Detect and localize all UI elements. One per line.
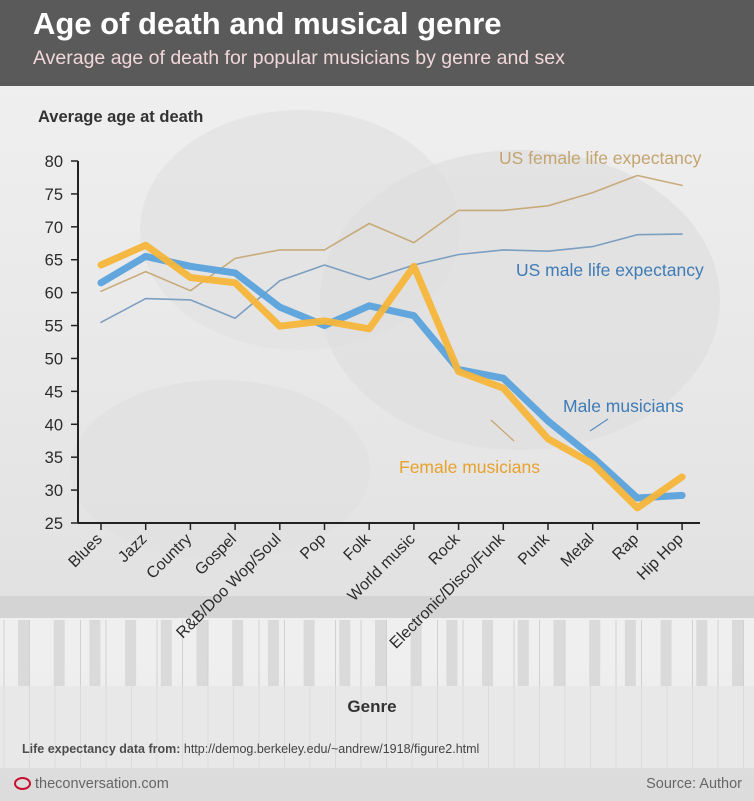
credit-prefix: Life expectancy data from: [22,742,181,756]
y-tick-label: 70 [45,219,63,237]
footer: theconversation.com Source: Author [0,768,754,801]
series-lines [97,174,686,512]
series-line-us-male-life-expectancy [100,233,683,324]
brand-label: theconversation.com [35,776,169,792]
background-photo [0,86,754,801]
y-tick-label: 25 [45,515,63,533]
credit-url[interactable]: http://demog.berkeley.edu/~andrew/1918/f… [183,742,480,756]
page-title: Age of death and musical genre [33,6,502,41]
y-tick-label: 75 [45,186,63,204]
source-note: Source: Author [646,776,742,792]
y-tick-label: 60 [45,285,63,303]
series-line-male-musicians [97,252,686,502]
annotation-label: Female musicians [399,457,540,477]
y-tick-label: 40 [45,416,63,434]
y-tick-label: 55 [45,318,63,336]
series-line-us-female-life-expectancy [100,174,683,293]
chart-axes [71,160,700,530]
y-tick-label: 80 [45,153,63,171]
y-tick-labels: 25 30 35 40 45 50 55 60 65 70 75 80 [45,153,63,533]
annotations: US female life expectancy US male life ex… [399,148,704,477]
y-tick-label: 65 [45,252,63,270]
annotation-label: US female life expectancy [499,148,702,168]
male-leader-line [589,418,609,432]
y-tick-label: 35 [45,449,63,467]
annotation-label: Male musicians [563,396,684,416]
data-credit: Life expectancy data from: http://demog.… [22,742,479,756]
page-subtitle: Average age of death for popular musicia… [33,47,565,69]
y-tick-label: 45 [45,383,63,401]
x-axis-label: Genre [347,697,396,716]
annotation-label: US male life expectancy [516,260,704,280]
series-line-female-musicians [97,241,686,512]
y-axis-label: Average age at death [38,108,203,126]
y-tick-label: 50 [45,350,63,368]
y-tick-label: 30 [45,482,63,500]
header-banner: Age of death and musical genre Average a… [0,0,754,86]
conversation-logo-icon [14,776,31,790]
female-leader-line [490,419,515,442]
chart-area: 25 30 35 40 45 50 55 60 65 70 75 80 Blues Jazz Countr… [0,86,754,801]
brand[interactable]: theconversation.com [14,776,169,792]
